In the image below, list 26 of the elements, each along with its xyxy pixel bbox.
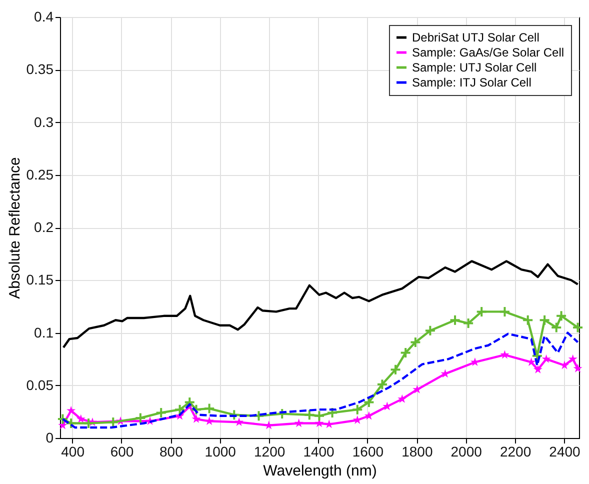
x-tick-label: 1800 [402, 444, 433, 460]
y-axis-title: Absolute Reflectance [6, 157, 24, 299]
y-tick-label: 0.15 [26, 272, 54, 288]
x-tick-label: 400 [61, 444, 85, 460]
legend-label: Sample: ITJ Solar Cell [412, 76, 532, 90]
y-tick-label: 0.4 [34, 8, 54, 24]
legend-label: DebriSat UTJ Solar Cell [412, 30, 540, 44]
x-tick-label: 2200 [500, 444, 532, 460]
legend-label: Sample: UTJ Solar Cell [412, 60, 537, 74]
x-tick-label: 2000 [450, 444, 482, 460]
x-tick-label: 800 [160, 444, 184, 460]
y-tick-label: 0.2 [34, 219, 54, 235]
x-tick-label: 1200 [254, 444, 286, 460]
x-tick-label: 600 [110, 444, 134, 460]
x-tick-label: 1400 [303, 444, 335, 460]
y-tick-label: 0.1 [34, 324, 54, 340]
x-tick-label: 1600 [352, 444, 384, 460]
x-tick-label: 1000 [204, 444, 236, 460]
y-tick-label: 0.05 [26, 376, 54, 393]
x-axis-title: Wavelength (nm) [263, 462, 377, 480]
y-tick-label: 0.35 [26, 61, 54, 78]
y-tick-label: 0 [46, 430, 54, 446]
legend-label: Sample: GaAs/Ge Solar Cell [412, 46, 564, 60]
x-tick-label: 2400 [549, 444, 581, 460]
y-tick-label: 0.25 [26, 166, 54, 182]
y-tick-label: 0.3 [34, 114, 54, 130]
